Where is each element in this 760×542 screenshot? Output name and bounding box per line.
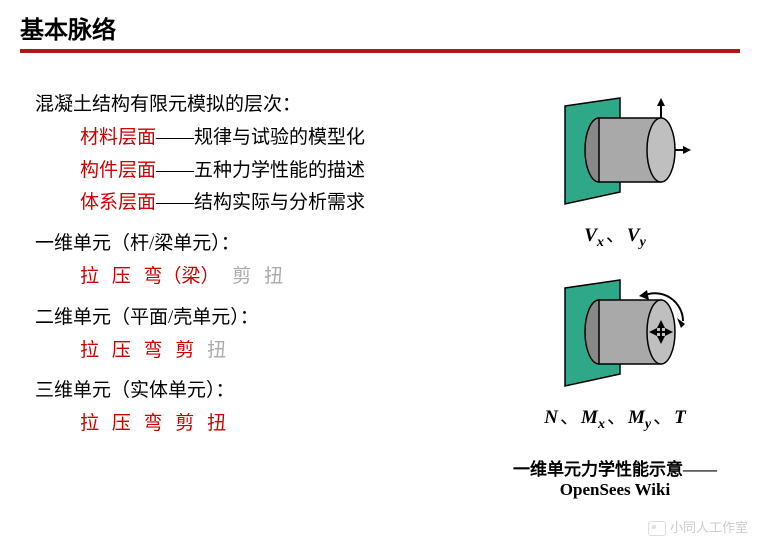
diagram-source: 一维单元力学性能示意——OpenSees Wiki <box>490 455 740 500</box>
slide-body: 混凝土结构有限元模拟的层次： 材料层面——规律与试验的模型化 构件层面——五种力… <box>0 59 760 500</box>
heading-fem-levels: 混凝土结构有限元模拟的层次： <box>35 94 480 117</box>
level-system: 体系层面——结构实际与分析需求 <box>80 192 480 215</box>
slide-header: 基本脉络 <box>0 0 760 59</box>
watermark: 小同人工作室 <box>648 517 748 536</box>
header-divider <box>20 49 740 53</box>
heading-1d: 一维单元（杆/梁单元）： <box>35 233 480 256</box>
diagram-moment <box>535 276 695 396</box>
caption-moment: N、Mx、My、T <box>490 402 740 433</box>
caption-shear: Vx、Vy <box>490 220 740 251</box>
watermark-icon <box>648 521 666 536</box>
heading-3d: 三维单元（实体单元）： <box>35 380 480 403</box>
modes-1d: 拉 压 弯（梁） 剪 扭 <box>80 266 480 289</box>
modes-3d: 拉 压 弯 剪 扭 <box>80 413 480 436</box>
diagram-shear <box>535 94 695 214</box>
slide-title: 基本脉络 <box>20 10 740 45</box>
level-member: 构件层面——五种力学性能的描述 <box>80 160 480 183</box>
level-material: 材料层面——规律与试验的模型化 <box>80 127 480 150</box>
text-column: 混凝土结构有限元模拟的层次： 材料层面——规律与试验的模型化 构件层面——五种力… <box>35 94 480 500</box>
diagram-column: Vx、Vy N、Mx、My、T 一维单元力学性能示意——OpenSees Wik… <box>480 94 740 500</box>
modes-2d: 拉 压 弯 剪 扭 <box>80 340 480 363</box>
heading-2d: 二维单元（平面/壳单元）： <box>35 307 480 330</box>
